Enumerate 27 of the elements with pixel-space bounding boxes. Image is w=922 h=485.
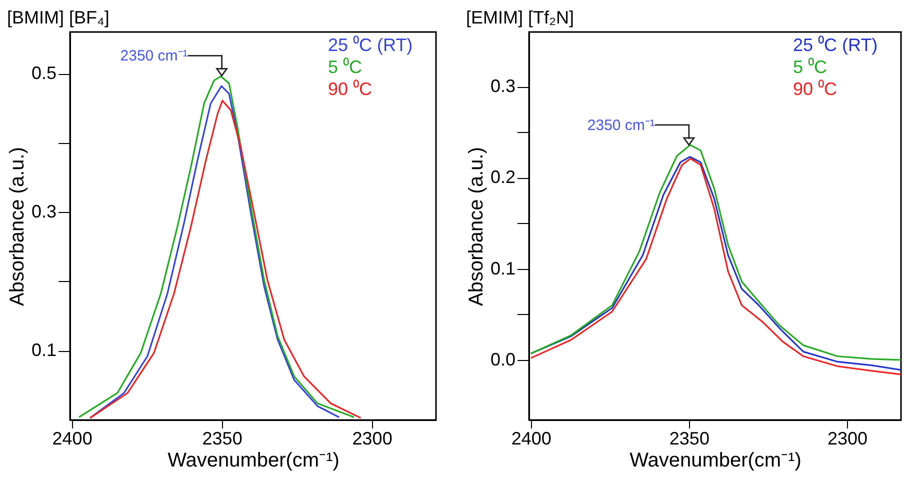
y-tick-label: 0.5 [31,63,56,84]
x-tick-label: 2350 [669,428,710,448]
x-axis-title: Wavenumber(cm⁻¹) [168,450,340,472]
annotation: 2350 cm⁻¹ [120,48,188,65]
y-axis-title: Absorbance (a.u.) [6,147,28,306]
x-tick-label: 2350 [202,428,242,448]
x-tick-label: 2300 [827,428,868,448]
annotation: 2350 cm⁻¹ [587,116,655,134]
x-tick-label: 2400 [511,428,552,448]
y-tick-label: 0.3 [490,76,516,96]
text: 25 ⁰C (RT) [793,35,878,55]
y-tick-label: 0.1 [31,340,56,360]
y-tick-label: 0.3 [31,202,56,222]
x-axis-title: Wavenumber(cm⁻¹) [630,450,802,472]
text: 90 ⁰C [328,79,372,99]
text: 5 ⁰C [793,57,828,77]
y-tick-label: 0.1 [490,258,516,278]
text: 25 ⁰C (RT) [328,35,413,55]
text: 90 ⁰C [793,79,838,99]
chart-title: [BMIM] [BF₄] [6,8,110,28]
x-tick-label: 2400 [52,428,92,448]
y-tick-label: 0.0 [490,349,516,370]
text: 5 ⁰C [328,57,362,77]
chart-title: [EMIM] [Tf₂N] [466,8,574,28]
y-axis-title: Absorbance (a.u.) [465,147,488,306]
y-tick-label: 0.2 [490,167,516,188]
x-tick-label: 2300 [352,428,392,448]
